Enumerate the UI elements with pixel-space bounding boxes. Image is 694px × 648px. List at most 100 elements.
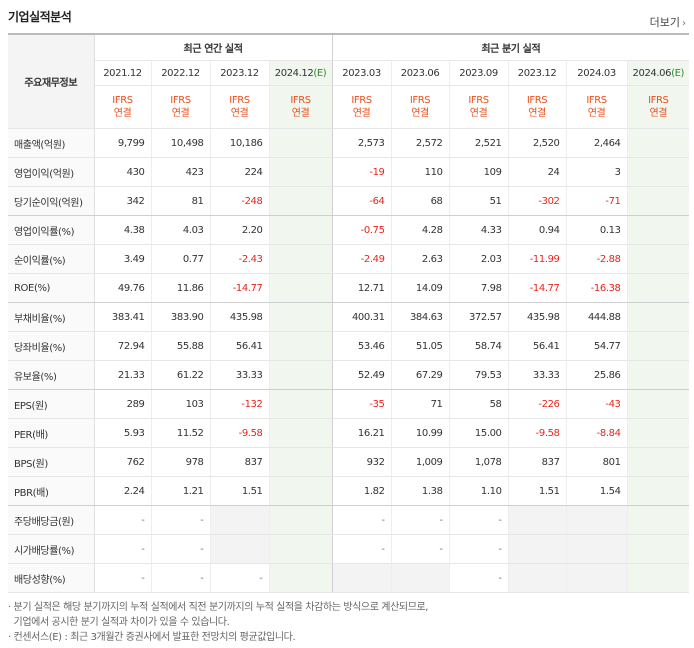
more-link[interactable]: 더보기 ›: [650, 14, 686, 30]
estimate-cell: [627, 244, 690, 274]
value-cell: -248: [210, 186, 270, 216]
value-cell: 24: [508, 157, 567, 187]
value-cell: 11.86: [151, 273, 211, 303]
value-cell: 1.10: [449, 476, 509, 506]
period-header: 2023.03: [332, 60, 392, 86]
value-cell: 1.54: [566, 476, 628, 506]
accounting-basis: IFRS 연결: [151, 85, 211, 129]
value-cell: 400.31: [332, 302, 392, 332]
estimate-cell: [627, 447, 690, 477]
estimate-cell: [627, 302, 690, 332]
estimate-cell: [627, 273, 690, 303]
row-label: EPS(원): [8, 389, 95, 419]
value-cell: 10,498: [151, 128, 211, 158]
period-header: 2023.12: [210, 60, 270, 86]
period-label: 2024.03: [577, 67, 616, 79]
basis-scope: 연결: [230, 108, 249, 119]
value-cell: 103: [151, 389, 211, 419]
value-cell: 12.71: [332, 273, 392, 303]
value-cell: 1.21: [151, 476, 211, 506]
value-cell: 2.63: [391, 244, 450, 274]
value-cell: 53.46: [332, 331, 392, 361]
value-cell: 11.52: [151, 418, 211, 448]
value-cell: 25.86: [566, 360, 628, 390]
value-cell: -0.75: [332, 215, 392, 245]
value-cell: 978: [151, 447, 211, 477]
period-header: 2023.12: [508, 60, 567, 86]
basis-scope: 연결: [113, 108, 132, 119]
value-cell: -: [332, 534, 392, 564]
value-cell: -19: [332, 157, 392, 187]
value-cell: -: [449, 563, 509, 593]
value-cell: 56.41: [210, 331, 270, 361]
accounting-basis: IFRS 연결: [508, 85, 567, 129]
value-cell: 52.49: [332, 360, 392, 390]
value-cell: -: [94, 534, 152, 564]
row-label: 배당성향(%): [8, 563, 95, 593]
value-cell: -14.77: [210, 273, 270, 303]
basis-standard: IFRS: [290, 95, 311, 106]
value-cell: -2.49: [332, 244, 392, 274]
period-label: 2023.12: [220, 67, 259, 79]
value-cell: 16.21: [332, 418, 392, 448]
row-label: 당좌비율(%): [8, 331, 95, 361]
estimate-cell: [627, 186, 690, 216]
accounting-basis: IFRS 연결: [449, 85, 509, 129]
period-header: 2023.06: [391, 60, 450, 86]
period-label: 2024.12: [274, 67, 314, 79]
value-cell: 110: [391, 157, 450, 187]
annual-group-header: 최근 연간 실적: [94, 33, 333, 61]
table-row: 영업이익(억원) 430 423 224 -19 110 109 24 3: [8, 157, 690, 187]
estimate-cell: [627, 505, 690, 535]
value-cell: 383.90: [151, 302, 211, 332]
period-label: 2022.12: [161, 67, 200, 79]
value-cell: -71: [566, 186, 628, 216]
footnotes: · 분기 실적은 해당 분기까지의 누적 실적에서 직전 분기까지의 누적 실적…: [8, 600, 428, 645]
value-cell: 444.88: [566, 302, 628, 332]
table-row: 시가배당률(%) - - - - -: [8, 534, 690, 564]
value-cell: 289: [94, 389, 152, 419]
value-cell: [391, 563, 450, 593]
value-cell: 932: [332, 447, 392, 477]
value-cell: -: [210, 563, 270, 593]
value-cell: 58.74: [449, 331, 509, 361]
more-label: 더보기: [649, 16, 680, 29]
period-header: 2021.12: [94, 60, 152, 86]
value-cell: -226: [508, 389, 567, 419]
value-cell: 10,186: [210, 128, 270, 158]
estimate-cell: [269, 505, 333, 535]
value-cell: 71: [391, 389, 450, 419]
period-label: 2023.06: [400, 67, 440, 79]
estimate-cell: [269, 447, 333, 477]
period-label: 2021.12: [103, 67, 142, 79]
value-cell: 2.03: [449, 244, 509, 274]
estimate-cell: [627, 215, 690, 245]
value-cell: 384.63: [391, 302, 450, 332]
value-cell: 68: [391, 186, 450, 216]
row-label: 유보율(%): [8, 360, 95, 390]
value-cell: [566, 563, 628, 593]
value-cell: -132: [210, 389, 270, 419]
table-row: 영업이익률(%) 4.38 4.03 2.20 -0.75 4.28 4.33 0.94 0.1…: [8, 215, 690, 245]
value-cell: -9.58: [210, 418, 270, 448]
value-cell: -2.43: [210, 244, 270, 274]
basis-scope: 연결: [411, 108, 429, 119]
value-cell: -14.77: [508, 273, 567, 303]
estimate-cell: [269, 360, 333, 390]
value-cell: -: [449, 534, 509, 564]
value-cell: 109: [449, 157, 509, 187]
value-cell: [332, 563, 392, 593]
period-header: 2024.12(E): [269, 60, 333, 86]
estimate-cell: [269, 418, 333, 448]
value-cell: -: [151, 534, 211, 564]
estimate-cell: [627, 476, 690, 506]
estimate-cell: [269, 273, 333, 303]
value-cell: -: [94, 563, 152, 593]
financial-table: 주요재무정보 최근 연간 실적 최근 분기 실적 2021.12 2022.12 2…: [8, 33, 690, 593]
value-cell: 1.38: [391, 476, 450, 506]
value-cell: [210, 534, 270, 564]
basis-scope: 연결: [352, 108, 371, 119]
value-cell: 224: [210, 157, 270, 187]
basis-standard: IFRS: [351, 95, 372, 106]
value-cell: 72.94: [94, 331, 152, 361]
